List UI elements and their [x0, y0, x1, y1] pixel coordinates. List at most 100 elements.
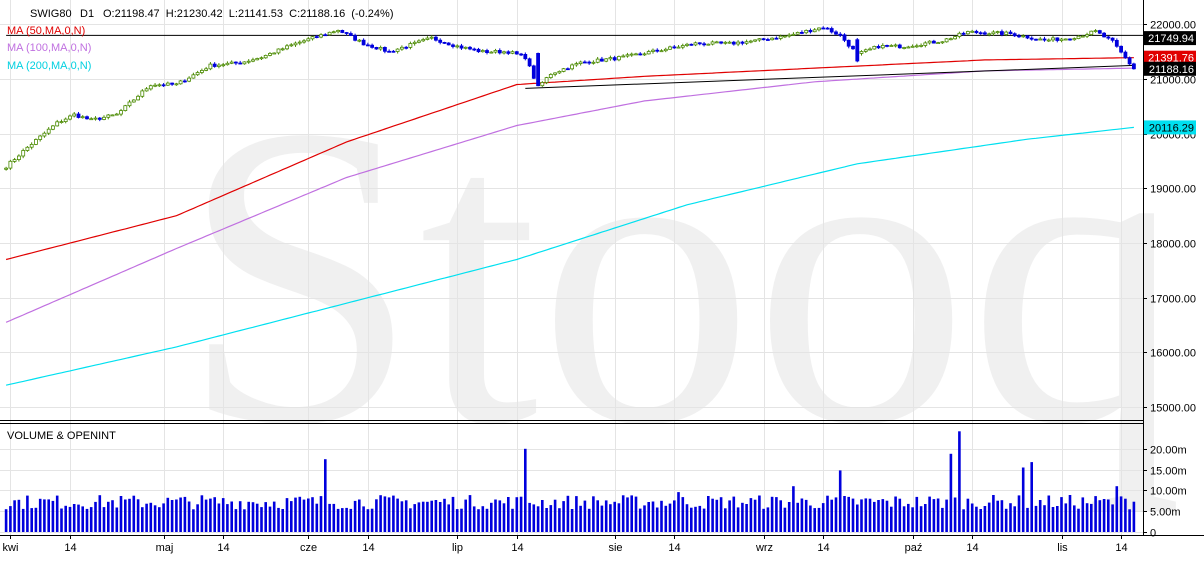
volume-bar: [1021, 467, 1025, 532]
candle-body: [902, 47, 906, 49]
candle-body: [51, 125, 55, 130]
candle-body: [433, 36, 438, 41]
header-ohlc: O:21198.47 H:21230.42 L:21141.53 C:21188…: [103, 8, 394, 20]
volume-bar: [966, 498, 970, 532]
volume-bar: [936, 498, 940, 532]
candle-body: [553, 72, 557, 75]
volume-bar: [217, 503, 221, 532]
candlesticks: [4, 26, 1136, 171]
candle-body: [910, 45, 915, 48]
time-tick-label: paź: [905, 542, 923, 554]
volume-bar: [817, 507, 821, 532]
volume-bar: [153, 505, 157, 532]
volume-bar: [587, 508, 591, 532]
ma-line: [5, 67, 1134, 323]
candle-body: [961, 32, 966, 35]
volume-bar: [102, 507, 106, 532]
candle-body: [319, 34, 323, 38]
volume-bar: [13, 500, 16, 532]
volume-bar: [1111, 504, 1114, 532]
candle-body: [1080, 35, 1085, 38]
candle-body: [663, 48, 668, 52]
volume-bar: [421, 501, 425, 532]
volume-bar: [26, 495, 29, 532]
volume-bar: [736, 507, 740, 532]
candle-body: [987, 33, 992, 36]
volume-bar: [873, 501, 876, 532]
candle-body: [233, 61, 238, 64]
volume-bar: [1043, 505, 1046, 532]
candle-body: [114, 113, 119, 116]
volume-bar: [294, 497, 297, 532]
volume-bar: [183, 496, 187, 532]
volume-bar: [1047, 495, 1051, 532]
volume-bar: [485, 508, 489, 532]
volume-bar: [238, 501, 242, 532]
candle-body: [127, 101, 132, 107]
volume-bar: [1060, 497, 1063, 532]
trendline: [525, 64, 1134, 89]
candle-body: [957, 32, 962, 37]
ma200-price-tag-bg: [1144, 120, 1196, 135]
volume-axis: 0 5.00m 10.00m 15.00m 20.00m: [1143, 445, 1187, 540]
candle-body: [225, 62, 230, 66]
candle-body: [59, 121, 64, 123]
candle-body: [846, 39, 851, 47]
volume-bar: [187, 501, 191, 532]
candle-body: [625, 54, 630, 57]
volume-bar: [319, 496, 323, 532]
time-tick-label: 14: [64, 542, 76, 554]
volume-bar: [694, 506, 697, 532]
candle-body: [1000, 31, 1004, 35]
candle-body: [314, 36, 319, 38]
candle-body: [212, 63, 217, 67]
candle-body: [21, 150, 26, 157]
volume-bar: [255, 503, 259, 532]
candle-body: [944, 38, 949, 43]
candle-body: [914, 45, 919, 48]
candle-body: [1089, 30, 1094, 36]
volume-bar: [519, 496, 523, 532]
time-tick-label: wrz: [755, 542, 773, 554]
volume-bar: [141, 507, 144, 532]
candle-body: [855, 39, 860, 62]
volume-bar: [460, 508, 463, 532]
candle-body: [131, 99, 136, 103]
candle-body: [753, 39, 757, 42]
ma-line: [5, 126, 1134, 386]
candle-body: [468, 46, 472, 50]
candle-body: [85, 116, 89, 120]
candle-body: [821, 27, 826, 30]
volume-bar: [277, 507, 280, 532]
candle-body: [983, 32, 987, 35]
ma200-price-tag: 20116.29: [1149, 122, 1194, 134]
candle-body: [374, 47, 379, 50]
resistance-price-tag: 21749.94: [1148, 33, 1194, 45]
time-tick-label: kwi: [3, 542, 19, 554]
candle-body: [736, 41, 740, 45]
volume-bar: [145, 503, 148, 532]
volume-bar: [1107, 499, 1110, 532]
volume-bar: [902, 506, 906, 532]
volume-bar: [953, 497, 957, 532]
volume-bar: [766, 507, 770, 532]
volume-bar: [387, 497, 391, 532]
volume-bar: [562, 501, 565, 532]
candle-body: [868, 48, 872, 51]
candle-body: [323, 34, 328, 37]
volume-bar: [170, 500, 174, 532]
candle-body: [1012, 33, 1017, 37]
candle-body: [297, 41, 302, 44]
time-tick-label: sie: [608, 542, 622, 554]
watermark: Stooq: [180, 38, 1184, 514]
candle-body: [510, 51, 515, 54]
candle-body: [395, 48, 400, 52]
candle-body: [629, 53, 634, 56]
time-tick-label: lis: [1057, 542, 1068, 554]
candle-body: [259, 57, 264, 60]
volume-bar: [260, 507, 263, 532]
price-tick-label: 17000.00: [1150, 294, 1196, 306]
volume-tick-label: 15.00m: [1150, 466, 1187, 478]
candle-body: [242, 61, 247, 65]
candle-body: [280, 48, 285, 51]
